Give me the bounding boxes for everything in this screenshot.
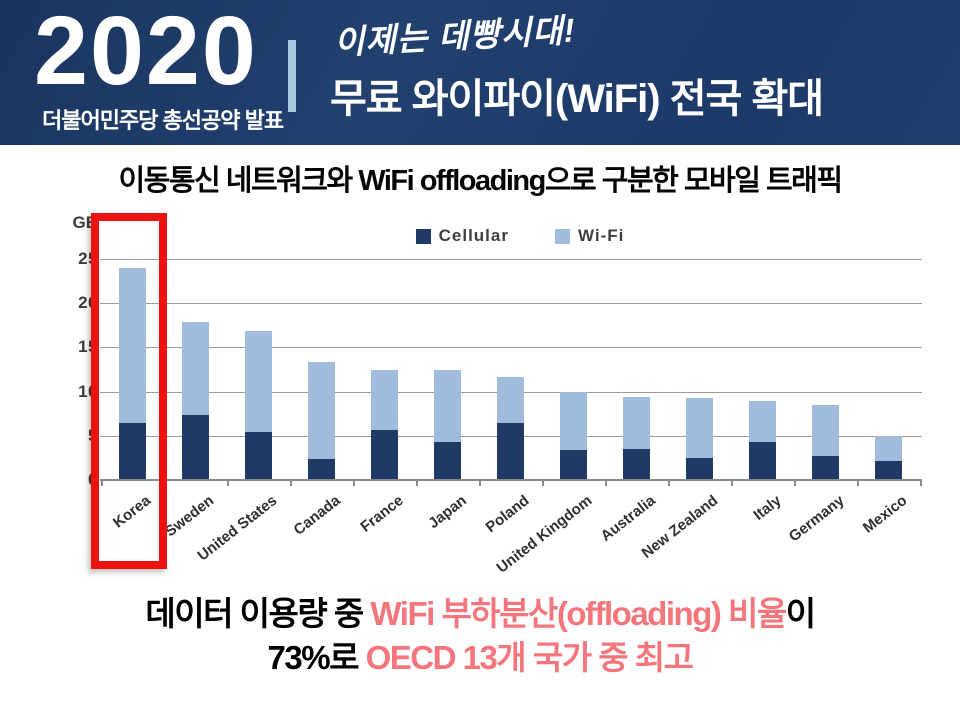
bar-canada-cellular bbox=[307, 458, 335, 480]
y-axis-tick-0: 0 bbox=[88, 470, 98, 489]
y-axis-tick-25: 25 bbox=[78, 249, 98, 268]
bar-poland-cellular bbox=[496, 422, 524, 480]
year-2020: 2020 bbox=[34, 0, 258, 105]
chart-title: 이동통신 네트워크와 WiFi offloading으로 구분한 모바일 트래픽 bbox=[118, 165, 843, 197]
x-axis-label-canada: Canada bbox=[290, 492, 344, 539]
bar-australia-wi-fi bbox=[622, 396, 650, 450]
x-axis-tick bbox=[289, 481, 292, 486]
bar-germany-cellular bbox=[811, 456, 839, 480]
gridline-20 bbox=[100, 303, 922, 305]
bar-united-states-wi-fi bbox=[244, 331, 272, 433]
handwritten-slogan: 이제는 데빵시대! bbox=[333, 11, 577, 61]
bar-united-states-cellular bbox=[244, 432, 272, 480]
korea-highlight-box bbox=[91, 213, 167, 569]
x-axis-label-australia: Australia bbox=[597, 492, 659, 545]
y-axis-tick-20: 20 bbox=[78, 293, 98, 313]
caption: 데이터 이용량 중 WiFi 부하분산(offloading) 비율이 73%로… bbox=[0, 592, 960, 680]
x-axis-label-germany: Germany bbox=[785, 492, 848, 546]
x-axis-tick bbox=[667, 481, 670, 486]
gridline-25 bbox=[100, 259, 922, 260]
caption-segment: 73%로 bbox=[267, 639, 366, 676]
x-axis-tick bbox=[793, 481, 796, 486]
x-axis-label-sweden: Sweden bbox=[162, 492, 218, 541]
bar-poland-wi-fi bbox=[496, 377, 524, 423]
x-axis-line bbox=[100, 479, 922, 481]
x-axis-tick bbox=[541, 481, 544, 486]
bar-sweden-wi-fi bbox=[181, 321, 209, 415]
caption-segment: OECD 13개 국가 중 최고 bbox=[365, 639, 694, 676]
legend-item-cellular: Cellular bbox=[415, 226, 509, 246]
bar-france-cellular bbox=[370, 430, 398, 480]
caption-segment: WiFi 부하분산(offloading) 비율 bbox=[370, 595, 787, 632]
header-banner: 2020 더불어민주당 총선공약 발표 이제는 데빵시대! 무료 와이파이(Wi… bbox=[0, 0, 960, 145]
x-axis-tick bbox=[856, 481, 859, 486]
caption-segment: 이 bbox=[785, 595, 816, 632]
cellular-swatch-icon bbox=[415, 228, 431, 244]
divider-bar bbox=[288, 40, 296, 112]
x-axis-tick bbox=[415, 481, 418, 486]
bar-mexico-wi-fi bbox=[874, 435, 902, 461]
x-axis-tick bbox=[604, 481, 607, 486]
x-axis-tick bbox=[100, 481, 103, 486]
bar-korea-wi-fi bbox=[118, 267, 146, 423]
x-axis-label-poland: Poland bbox=[482, 492, 533, 537]
bar-australia-cellular bbox=[622, 449, 650, 480]
chart-legend: Cellular Wi-Fi bbox=[0, 226, 960, 246]
x-axis-tick bbox=[478, 481, 481, 486]
bar-japan-cellular bbox=[433, 441, 461, 480]
bar-united-kingdom-wi-fi bbox=[559, 391, 587, 450]
bar-korea-cellular bbox=[118, 422, 146, 480]
bar-italy-wi-fi bbox=[748, 401, 776, 442]
y-axis-tick-10: 10 bbox=[78, 381, 98, 401]
y-axis-unit-label: GB bbox=[72, 213, 99, 232]
bar-italy-cellular bbox=[748, 441, 776, 480]
legend-item-wifi: Wi-Fi bbox=[554, 226, 625, 246]
gridline-15 bbox=[100, 347, 922, 349]
x-axis-tick bbox=[226, 481, 229, 486]
y-axis-tick-15: 15 bbox=[78, 337, 98, 357]
caption-line-2: 73%로 OECD 13개 국가 중 최고 bbox=[0, 636, 960, 680]
legend-label-cellular: Cellular bbox=[438, 226, 509, 245]
bar-sweden-cellular bbox=[181, 414, 209, 480]
x-axis-tick bbox=[919, 481, 922, 486]
caption-line-1: 데이터 이용량 중 WiFi 부하분산(offloading) 비율이 bbox=[0, 592, 960, 636]
bar-japan-wi-fi bbox=[433, 370, 461, 442]
bar-france-wi-fi bbox=[370, 369, 398, 431]
bar-canada-wi-fi bbox=[307, 361, 335, 459]
y-axis-tick-5: 5 bbox=[88, 425, 98, 445]
bar-new-zealand-cellular bbox=[685, 457, 713, 480]
bar-mexico-cellular bbox=[874, 460, 902, 480]
wifi-swatch-icon bbox=[554, 228, 570, 244]
x-axis-label-italy: Italy bbox=[750, 492, 785, 524]
party-subtitle: 더불어민주당 총선공약 발표 bbox=[42, 108, 284, 133]
caption-segment: 데이터 이용량 중 bbox=[145, 595, 371, 632]
x-axis-label-japan: Japan bbox=[424, 492, 470, 533]
x-axis-label-mexico: Mexico bbox=[859, 492, 911, 537]
bar-germany-wi-fi bbox=[811, 404, 839, 457]
x-axis-tick bbox=[730, 481, 733, 486]
x-axis-label-france: France bbox=[357, 492, 407, 536]
bar-united-kingdom-cellular bbox=[559, 449, 587, 480]
x-axis-tick bbox=[352, 481, 355, 486]
bar-new-zealand-wi-fi bbox=[685, 397, 713, 458]
page-title: 무료 와이파이(WiFi) 전국 확대 bbox=[330, 77, 824, 121]
legend-label-wifi: Wi-Fi bbox=[577, 226, 625, 245]
